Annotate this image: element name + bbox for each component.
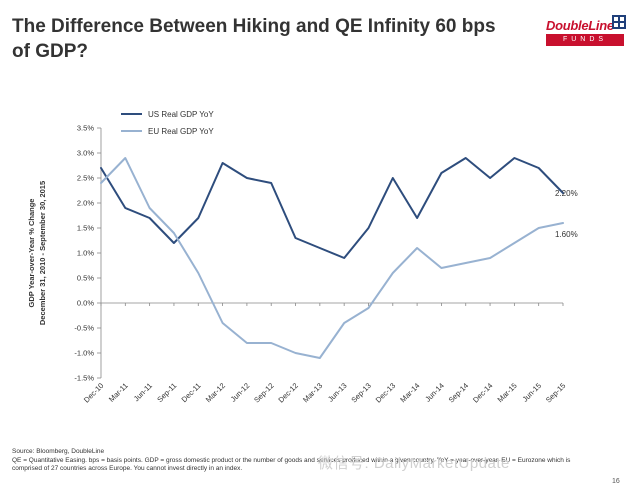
footnote: Source: Bloomberg, DoubleLine QE = Quant…	[12, 448, 572, 474]
x-tick-label: Dec-10	[82, 381, 105, 404]
y-tick-label: -0.5%	[74, 324, 94, 333]
eu-end-label: 1.60%	[555, 230, 578, 239]
x-tick-label: Dec-13	[374, 381, 397, 404]
y-tick-label: -1.0%	[74, 349, 94, 358]
source-line: Source: Bloomberg, DoubleLine	[12, 448, 105, 455]
x-tick-label: Sep-11	[155, 381, 178, 404]
x-tick-label: Dec-12	[276, 381, 299, 404]
x-tick-label: Jun-14	[423, 381, 446, 404]
y-tick-label: 1.0%	[77, 249, 94, 258]
y-tick-label: 0.0%	[77, 299, 94, 308]
y-axis-subtitle: December 31, 2010 - September 30, 2015	[38, 181, 47, 325]
slide-title: The Difference Between Hiking and QE Inf…	[12, 16, 496, 62]
x-tick-label: Mar-15	[496, 381, 519, 404]
logo-cross-icon	[612, 15, 626, 29]
us-end-label: 2.20%	[555, 189, 578, 198]
y-tick-label: 0.5%	[77, 274, 94, 283]
y-tick-label: 2.5%	[77, 174, 94, 183]
gdp-line-chart: -1.5% -1.0% -0.5% 0.0% 0.5% 1.0% 1.5% 2.0% 2.5% 3…	[27, 110, 578, 405]
x-tick-label: Jun-15	[521, 381, 544, 404]
x-tick-label: Mar-14	[398, 381, 421, 404]
x-tick-label: Mar-11	[107, 381, 130, 404]
x-tick-label: Sep-14	[447, 381, 470, 404]
legend-us-label: US Real GDP YoY	[148, 110, 214, 119]
y-tick-label: 3.5%	[77, 124, 94, 133]
x-tick-label: Jun-12	[229, 381, 252, 404]
definition-line-2: comprised of 27 countries across Europe.…	[12, 465, 243, 472]
x-tick-label: Sep-13	[349, 381, 372, 404]
y-tick-label: 3.0%	[77, 149, 94, 158]
x-tick-label: Mar-12	[204, 381, 227, 404]
legend-eu-label: EU Real GDP YoY	[148, 127, 214, 136]
y-axis-title: GDP Year-over-Year % Change	[27, 199, 36, 308]
eu-gdp-line	[100, 157, 564, 359]
wechat-watermark: 微信号: DailyMarketUpdate	[318, 455, 510, 472]
x-tick-label: Jun-13	[326, 381, 349, 404]
x-tick-label: Sep-12	[252, 381, 275, 404]
y-tick-label: 2.0%	[77, 199, 94, 208]
y-tick-label: 1.5%	[77, 224, 94, 233]
x-tick-label: Jun-11	[132, 381, 154, 403]
logo-sub: FUNDS	[546, 34, 624, 46]
x-tick-label: Sep-15	[544, 381, 567, 404]
page-number: 16	[612, 478, 620, 485]
definition-line: QE = Quantitative Easing. bps = basis po…	[12, 456, 571, 464]
x-tick-label: Mar-13	[301, 381, 324, 404]
doubleline-logo: DoubleLine FUNDS	[546, 15, 626, 51]
us-gdp-line	[100, 157, 564, 259]
logo-brand: DoubleLine	[546, 17, 624, 34]
y-tick-label: -1.5%	[74, 374, 94, 383]
x-tick-label: Dec-11	[180, 381, 203, 404]
x-tick-label: Dec-14	[471, 381, 494, 404]
